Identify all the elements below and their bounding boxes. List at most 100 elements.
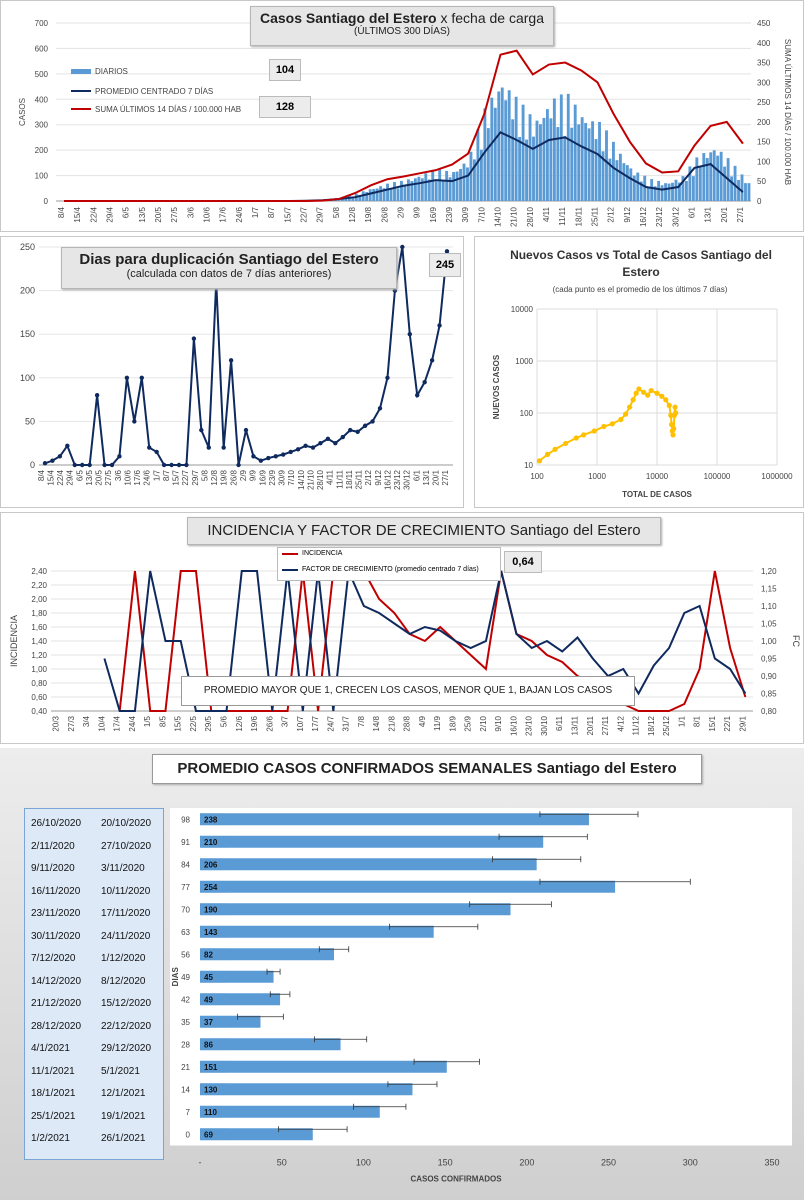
x-tick-label: 27/1 [736, 206, 745, 222]
x-tick-label: 21/10 [510, 206, 519, 227]
x-tick-label: 15/7 [172, 469, 181, 485]
daily-bar [483, 108, 487, 201]
x-tick-label: 13/11 [571, 715, 580, 735]
incidence-panel: 0,40 0,60 0,80 1,00 1,20 1,40 1,60 1,80 2,00 2,20… [0, 512, 804, 744]
daily-bar [608, 158, 612, 201]
doubling-point [154, 449, 159, 455]
x-tick-label: 30/12 [403, 469, 412, 490]
incidence-annotation: PROMEDIO MAYOR QUE 1, CRECEN LOS CASOS, … [181, 676, 635, 706]
x-tick-label: 4/12 [616, 715, 625, 731]
x-tick-label: 18/11 [345, 469, 354, 489]
x-tick-label: 23/9 [445, 206, 454, 222]
doubling-point [273, 454, 278, 459]
doubling-point [415, 393, 420, 398]
doubling-point [266, 455, 271, 461]
x-tick-label: 8/4 [57, 206, 66, 218]
week-date-row: 18/1/2021 12/1/2021 [25, 1084, 165, 1106]
scatter-point [563, 440, 569, 447]
daily-bar [448, 177, 452, 201]
daily-bar [702, 153, 706, 201]
x-tick-label: 5/8 [332, 206, 341, 218]
y-tick-label: 0,80 [31, 679, 47, 688]
x-tick-label: 11/11 [335, 469, 344, 488]
x-tick-label: 9/9 [249, 469, 258, 481]
weekly-bar [200, 903, 511, 916]
x-tick-label: 9/10 [494, 715, 503, 731]
x-tick-label: 20/5 [95, 469, 104, 485]
daily-bar [490, 97, 494, 201]
weekly-bar [200, 1015, 261, 1028]
x-tick-label: 14/10 [297, 469, 306, 490]
value-label: 238 [204, 815, 218, 824]
daily-bar [344, 197, 348, 201]
daily-bar [671, 182, 674, 201]
x-tick-label: 26/8 [229, 469, 238, 485]
y-axis-label: DIAS [171, 967, 180, 987]
legend-incidencia: INCIDENCIA [302, 550, 343, 557]
y2-tick-label: 1,20 [761, 567, 777, 576]
doubling-point [80, 462, 85, 468]
x-tick-label: 10/7 [296, 715, 305, 731]
x-tick-label: 8/7 [267, 206, 276, 218]
scatter-point [641, 389, 647, 395]
doubling-point [400, 244, 405, 250]
scatter-point [645, 392, 651, 398]
week-end-date: 18/1/2021 [31, 1088, 76, 1099]
x-tick-label: 200 [519, 1158, 534, 1168]
value-label: 190 [204, 905, 218, 914]
week-end-date: 28/12/2020 [31, 1020, 82, 1032]
doubling-point [325, 436, 331, 442]
x-tick-label: 16/12 [639, 206, 648, 227]
daily-bar [427, 179, 431, 201]
scatter-point [670, 432, 676, 438]
x-tick-label: 22/7 [181, 469, 190, 485]
x-tick-label: 29/4 [106, 206, 115, 222]
x-tick-label: 19/8 [364, 206, 373, 222]
doubling-point [295, 447, 301, 452]
x-tick-label: 8/5 [158, 715, 167, 727]
x-tick-label: 31/7 [342, 715, 351, 731]
scatter-subtitle: (cada punto es el promedio de los último… [552, 285, 728, 294]
x-tick-label: 14/10 [493, 206, 502, 227]
weekly-bar [200, 835, 544, 848]
x-tick-label: 26/8 [380, 206, 389, 222]
x-tick-label: 4/9 [418, 715, 427, 727]
doubling-point [407, 332, 412, 337]
x-tick-label: 3/6 [186, 206, 195, 218]
daily-bar [511, 119, 515, 201]
x-tick-label: 16/10 [509, 715, 518, 736]
daily-bar [462, 163, 466, 201]
scatter-line [538, 387, 677, 462]
daily-cases-title: Casos Santiago del Estero [259, 10, 437, 26]
daily-bar [497, 91, 501, 201]
daily-bar [605, 130, 608, 201]
week-end-date: 1/2/2021 [31, 1133, 70, 1144]
value-label: 49 [204, 995, 213, 1004]
daily-bar [476, 129, 480, 201]
daily-bar [556, 127, 560, 201]
scatter-point [648, 387, 654, 394]
weekly-title-box: PROMEDIO CASOS CONFIRMADOS SEMANALES San… [152, 754, 702, 784]
y2-tick-label: 100 [757, 157, 771, 166]
daily-bar [479, 149, 483, 201]
daily-cases-title-box: Casos Santiago del Estero x fecha de car… [250, 6, 554, 46]
y-tick-label: 10000 [511, 305, 534, 314]
daily-bar [615, 160, 619, 201]
week-start-date: 3/11/2020 [101, 863, 145, 874]
doubling-point [243, 427, 249, 433]
doubling-point [57, 454, 63, 459]
x-tick-label: 6/1 [687, 206, 696, 218]
x-tick-label: 27/3 [67, 715, 76, 731]
daily-bar [716, 155, 720, 201]
daily-note-2: 128 [259, 96, 311, 118]
scatter-point [672, 404, 678, 410]
value-label: 151 [204, 1063, 218, 1072]
x-tick-label: 19/6 [250, 715, 259, 731]
daily-bar [386, 183, 389, 201]
y2-tick-label: 1,10 [761, 602, 777, 611]
x-tick-label: 18/11 [574, 206, 583, 226]
x-tick-label: 29/7 [316, 206, 325, 222]
x-tick-label: 27/11 [601, 715, 610, 735]
y-tick-label: 50 [25, 416, 35, 426]
doubling-point [288, 449, 293, 455]
